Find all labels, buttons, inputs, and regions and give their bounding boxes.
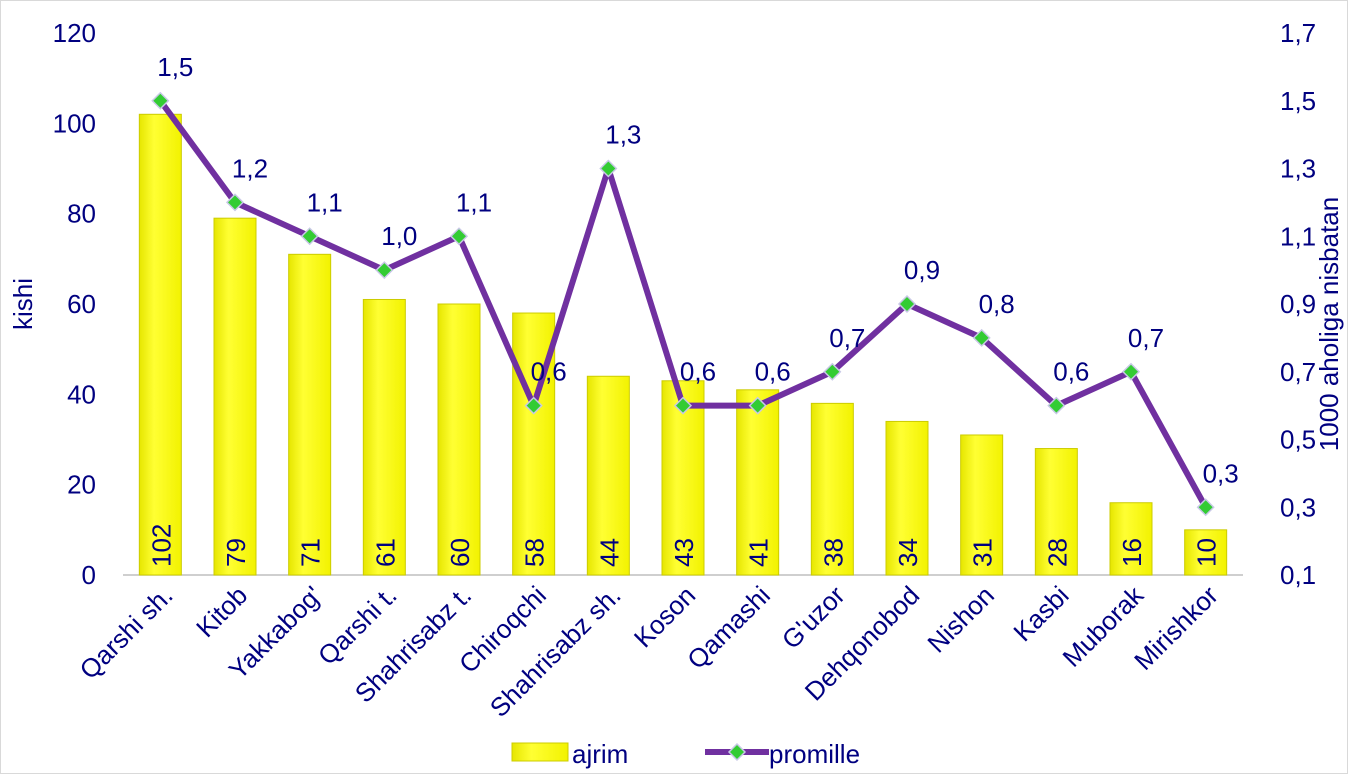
bars-layer — [138, 113, 1228, 576]
point-promille — [524, 396, 543, 415]
y-left-tick-label: 100 — [53, 108, 96, 138]
bar-ajrim — [288, 253, 332, 576]
bar-ajrim — [885, 420, 929, 576]
legend: ajrim promille — [511, 739, 860, 769]
point-promille — [449, 227, 469, 246]
y-right-tick-label: 1,5 — [1280, 86, 1316, 116]
bar-value-label: 10 — [1192, 538, 1222, 567]
x-category-label: Koson — [628, 580, 701, 653]
bar-value-label: 44 — [594, 538, 624, 567]
bar-value-label: 43 — [669, 538, 699, 567]
x-category-label: Qarshi sh. — [74, 580, 179, 685]
labels-layer: 102 79 71 61 60 58 44 43 41 38 34 31 28 16 10 1,5 1,2 1,1… — [146, 52, 1238, 567]
x-category-label: Nishon — [921, 580, 999, 658]
line-value-label: 1,1 — [456, 187, 492, 217]
bar-value-label: 79 — [221, 538, 251, 567]
point-promille — [673, 396, 693, 415]
point-promille — [823, 362, 842, 381]
point-promille — [300, 227, 319, 246]
bar-ajrim — [736, 389, 780, 576]
legend-label-promille: promille — [769, 739, 860, 769]
line-value-label: 0,6 — [1053, 357, 1089, 387]
bar-ajrim — [213, 217, 257, 576]
point-promille — [599, 159, 618, 178]
bar-ajrim — [1109, 502, 1153, 576]
line-value-label: 1,1 — [307, 187, 343, 217]
line-value-label: 0,6 — [531, 357, 567, 387]
legend-label-ajrim: ajrim — [572, 739, 628, 769]
line-value-label: 0,6 — [680, 357, 716, 387]
y-right-tick-label: 1,3 — [1280, 154, 1316, 184]
bar-value-label: 71 — [296, 538, 326, 567]
bar-value-label: 34 — [893, 538, 923, 567]
x-category-label: Mirishkor — [1128, 580, 1224, 676]
line-value-label: 0,7 — [829, 323, 865, 353]
bar-ajrim — [810, 402, 854, 576]
bar-value-label: 58 — [520, 538, 550, 567]
bar-ajrim — [1034, 448, 1078, 576]
point-promille — [748, 396, 767, 415]
bar-value-label: 16 — [1117, 538, 1147, 567]
point-promille — [225, 193, 245, 212]
point-promille — [1047, 396, 1066, 415]
point-promille — [897, 294, 917, 314]
bar-value-label: 41 — [744, 538, 774, 567]
y-left-tick-label: 0 — [82, 560, 96, 590]
line-value-label: 1,2 — [232, 153, 268, 183]
bar-ajrim — [1184, 529, 1228, 576]
legend-marker-promille — [727, 742, 747, 762]
bar-value-label: 28 — [1042, 538, 1072, 567]
y-right-axis-title: 1000 aholiga nisbatan — [1314, 197, 1344, 451]
y-right-tick-label: 0,5 — [1280, 425, 1316, 455]
y-left-tick-label: 40 — [67, 379, 96, 409]
line-value-label: 1,0 — [381, 221, 417, 251]
x-category-label: Kasbi — [1007, 580, 1074, 647]
bar-value-label: 60 — [445, 538, 475, 567]
bar-value-label: 38 — [818, 538, 848, 567]
y-left-tick-label: 20 — [67, 470, 96, 500]
x-category-label: Shahrisabz sh. — [484, 580, 627, 723]
y-left-tick-label: 120 — [53, 18, 96, 48]
legend-swatch-ajrim — [511, 742, 569, 762]
bar-ajrim — [960, 434, 1004, 576]
bar-ajrim — [138, 113, 182, 576]
axes-layer: 0204060801001200,10,30,50,70,91,11,31,51… — [8, 18, 1344, 723]
y-right-tick-label: 0,3 — [1280, 492, 1316, 522]
y-left-tick-label: 80 — [67, 199, 96, 229]
line-value-label: 0,6 — [755, 357, 791, 387]
y-right-tick-label: 0,9 — [1280, 289, 1316, 319]
point-promille — [972, 328, 991, 347]
y-right-tick-label: 1,7 — [1280, 18, 1316, 48]
line-layer — [151, 91, 1215, 517]
y-left-axis-title: kishi — [8, 278, 38, 330]
y-right-tick-label: 0,7 — [1280, 357, 1316, 387]
y-left-tick-label: 60 — [67, 289, 96, 319]
line-value-label: 1,5 — [157, 52, 193, 82]
point-promille — [1196, 498, 1215, 517]
bar-value-label: 61 — [370, 538, 400, 567]
bar-ajrim — [437, 303, 481, 576]
point-promille — [375, 261, 394, 280]
point-promille — [1121, 362, 1141, 381]
line-value-label: 1,3 — [605, 120, 641, 150]
x-category-label: Kitob — [190, 580, 253, 643]
y-right-tick-label: 1,1 — [1280, 221, 1316, 251]
point-promille — [151, 91, 170, 110]
line-value-label: 0,9 — [904, 255, 940, 285]
line-value-label: 0,8 — [979, 289, 1015, 319]
line-value-label: 0,3 — [1203, 458, 1239, 488]
bar-ajrim — [586, 375, 630, 576]
y-right-tick-label: 0,1 — [1280, 560, 1316, 590]
bar-value-label: 31 — [968, 538, 998, 567]
bar-value-label: 102 — [146, 524, 176, 567]
line-value-label: 0,7 — [1128, 323, 1164, 353]
bar-ajrim — [362, 298, 406, 576]
x-category-label: Qamashi — [681, 580, 776, 675]
